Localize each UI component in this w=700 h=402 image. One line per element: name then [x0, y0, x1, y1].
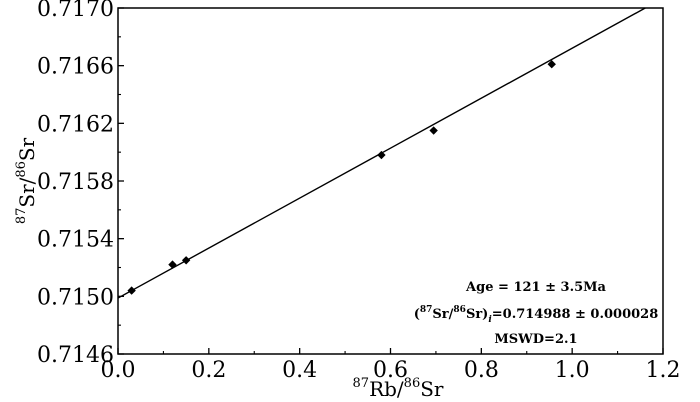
- x-tick-label: 0.0: [101, 358, 136, 383]
- ratio-sub: i: [488, 315, 492, 325]
- x-tick-label: 0.2: [191, 358, 226, 383]
- data-point: [429, 126, 438, 135]
- y-tick-label: 0.7154: [37, 228, 114, 253]
- y-tick-label: 0.7158: [37, 170, 114, 195]
- ratio-sup2: 86: [453, 305, 466, 315]
- data-point: [168, 260, 177, 269]
- x-axis-title: 87Rb/86Sr: [353, 376, 444, 401]
- annotation-mswd: MSWD=2.1: [494, 332, 577, 347]
- x-tick-label: 0.8: [464, 358, 499, 383]
- annotation-initial-ratio: (87Sr/86Sr)i=0.714988 ± 0.000028: [414, 305, 659, 325]
- data-point: [127, 286, 136, 295]
- data-point: [547, 60, 556, 69]
- y-tick-label: 0.7170: [37, 0, 114, 22]
- annotation-age: Age = 121 ± 3.5Ma: [465, 280, 606, 295]
- ratio-sup1: 87: [420, 305, 433, 315]
- ratio-mid: Sr/: [432, 307, 453, 322]
- x-tick-label: 1.2: [646, 358, 681, 383]
- data-points: [127, 60, 556, 295]
- y-axis-title-main2: Sr: [15, 137, 39, 161]
- x-tick-label: 0.6: [373, 358, 408, 383]
- x-tick-label: 1.0: [555, 358, 590, 383]
- plot-frame: [117, 7, 664, 355]
- x-axis-ticks: 0.0 0.2 0.4 0.6 0.8 1.0 1.2: [101, 348, 681, 383]
- x-axis-title-sup2: 86: [404, 376, 421, 391]
- y-axis-title-sup2: 86: [14, 161, 29, 178]
- ratio-value: =0.714988 ± 0.000028: [492, 307, 659, 322]
- y-tick-label: 0.7146: [37, 343, 114, 368]
- y-axis-title-sup1: 87: [14, 208, 29, 225]
- x-axis-title-main1: Rb/: [369, 377, 404, 401]
- y-axis-ticks: 0.7146 0.7150 0.7154 0.7158 0.7162 0.7166 0.71…: [37, 0, 124, 368]
- x-tick-label: 0.4: [282, 358, 317, 383]
- x-axis-title-main2: Sr: [420, 377, 444, 401]
- x-axis-title-sup1: 87: [353, 376, 370, 391]
- data-point: [181, 256, 191, 265]
- y-axis-title-main1: Sr/: [15, 177, 39, 207]
- ratio-prefix: (: [414, 307, 420, 322]
- y-tick-label: 0.7150: [37, 285, 114, 310]
- y-axis-title: 87Sr/86Sr: [14, 137, 39, 224]
- y-tick-label: 0.7166: [37, 55, 114, 80]
- data-point: [377, 150, 386, 160]
- y-tick-label: 0.7162: [37, 112, 114, 137]
- ratio-end: Sr): [466, 307, 488, 322]
